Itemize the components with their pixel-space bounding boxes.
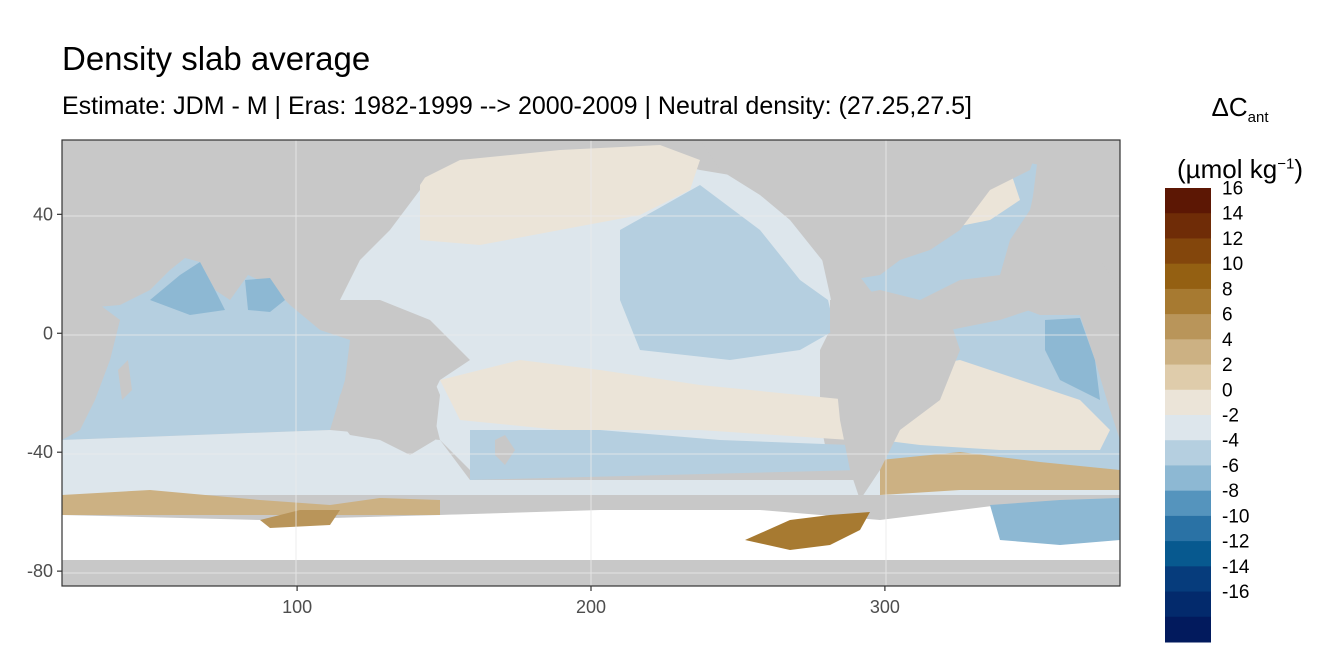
legend-label: -12 [1222,532,1249,553]
land-africa [62,140,210,300]
legend-swatch [1165,490,1211,517]
legend-swatch [1165,541,1211,567]
legend-label: 6 [1222,305,1233,326]
legend-label: -6 [1222,456,1239,477]
y-tick-label: -80 [27,561,53,581]
legend-label: 16 [1222,179,1243,200]
land-africa-west [1000,250,1120,430]
legend-swatch [1165,515,1211,542]
ocean-gulf-guinea [1045,318,1100,400]
x-axis: 100 200 300 [282,586,900,617]
map-title: Density slab average [62,40,371,77]
legend-swatch [1165,616,1211,643]
y-tick-label: 40 [33,204,53,224]
legend-title-variable: ΔCant [1211,92,1269,127]
legend-label: -14 [1222,557,1250,578]
legend-label: -8 [1222,481,1239,502]
legend-label: 4 [1222,330,1233,351]
legend-label: 0 [1222,380,1233,401]
legend-label: 2 [1222,355,1233,376]
land-australia [335,360,440,455]
ocean-south-pacific-blue [470,430,860,480]
x-tick-label: 300 [870,597,900,617]
land-europe [1030,140,1120,250]
legend-swatch [1165,364,1211,391]
legend-swatch [1165,440,1211,466]
ocean-north-pacific [420,145,700,245]
legend-label: 10 [1222,254,1243,275]
legend-swatch [1165,213,1211,239]
land-masses [62,140,1120,586]
land-madagascar [118,360,132,400]
ocean-pacific-band [620,185,835,360]
ocean-amundsen [745,512,870,550]
legend-swatch [1165,415,1211,441]
legend-swatch [1165,339,1211,366]
ocean-weddell [990,498,1120,545]
legend-swatch [1165,465,1211,492]
land-antarctica-shelf [440,512,760,548]
y-tick-label: 0 [43,323,53,343]
map-subtitle: Estimate: JDM - M | Eras: 1982-1999 --> … [62,92,972,120]
grid-lines [62,140,1120,586]
legend-swatch [1165,389,1211,416]
legend-swatch [1165,188,1211,214]
legend-swatch [1165,238,1211,265]
land-new-zealand [495,435,515,465]
ocean-southern-beige-2 [880,452,1120,495]
legend-swatch [1165,263,1211,290]
legend-label: -4 [1222,431,1239,452]
x-tick-label: 200 [576,597,606,617]
y-axis: 40 0 -40 -80 [27,204,62,581]
y-tick-label: -40 [27,442,53,462]
legend-title: ΔCant (µmol kg−1) [1160,84,1320,192]
legend-label: 14 [1222,204,1244,225]
legend-swatch [1165,288,1211,315]
legend-swatch [1165,566,1211,593]
legend-label: -2 [1222,406,1239,427]
land-asia [200,140,440,290]
legend-colorbar: 16 14 12 10 8 6 4 2 0 -2 -4 -6 -8 -10 -12 -14 -16 [1165,179,1250,643]
ocean-ross-patch [260,510,340,528]
ocean-arabian-sea [150,262,225,315]
x-tick-label: 100 [282,597,312,617]
legend-label: -10 [1222,506,1249,527]
map-panel [62,140,1120,586]
legend-title-unit: (µmol kg−1) [1177,153,1303,184]
ocean-southern-belt [62,430,1120,495]
ocean-bay-of-bengal [245,278,285,312]
legend-label: 8 [1222,279,1233,300]
legend-label: -16 [1222,582,1249,603]
legend-swatch [1165,591,1211,618]
legend-label: 12 [1222,229,1243,250]
legend-swatch [1165,314,1211,340]
land-north-america [700,140,1040,280]
ocean-south-pacific [440,360,850,440]
land-south-america [830,290,960,500]
ocean-southern-beige [62,490,440,515]
land-indonesia [310,300,400,345]
